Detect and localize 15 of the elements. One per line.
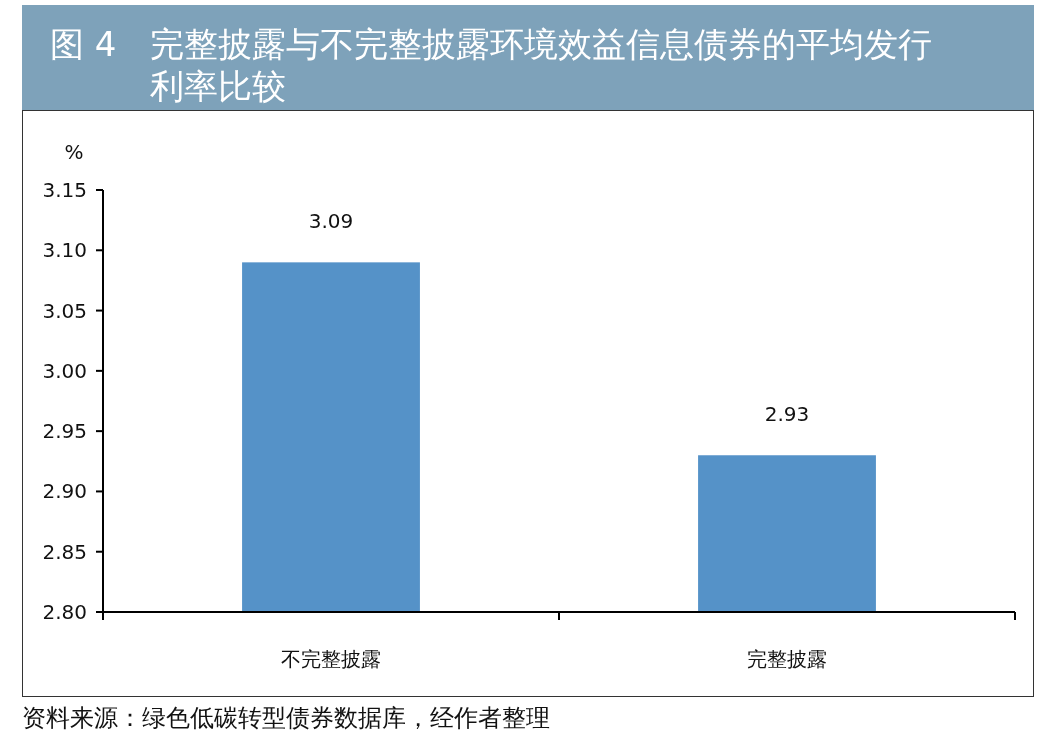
text: 资料来源：绿色低碳转型债券数据库，经作者整理 [22, 703, 550, 734]
y-tick-label: 2.80 [42, 600, 87, 624]
y-tick-label: 2.90 [42, 479, 87, 504]
y-tick-label: 3.00 [42, 358, 87, 383]
data-label: 3.09 [308, 209, 354, 234]
x-tick-label: 完整披露 [747, 647, 827, 671]
y-tick-label: 2.95 [42, 419, 87, 444]
chart-title: 图 4 完整披露与不完整披露环境效益信息债券的平均发行利率比较 [50, 23, 934, 107]
y-axis-title: % [64, 140, 84, 164]
y-tick-label: 3.15 [42, 178, 87, 202]
data-label: 2.93 [764, 402, 810, 427]
x-tick-label: 不完整披露 [281, 647, 381, 671]
y-tick-label: 3.05 [42, 298, 87, 323]
y-tick-label: 3.10 [42, 238, 87, 263]
y-tick-label: 2.85 [42, 539, 87, 564]
